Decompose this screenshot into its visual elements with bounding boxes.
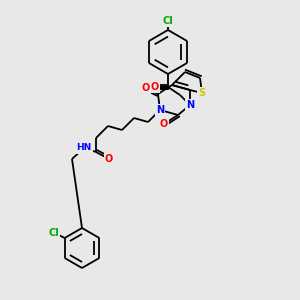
Text: O: O [151, 82, 159, 92]
Text: Cl: Cl [48, 228, 59, 238]
Text: N: N [186, 100, 194, 110]
Text: Cl: Cl [163, 16, 173, 26]
Text: S: S [198, 88, 206, 98]
Text: O: O [160, 119, 168, 129]
Text: O: O [105, 154, 113, 164]
Text: N: N [156, 105, 164, 115]
Text: HN: HN [76, 143, 92, 152]
Text: O: O [142, 83, 150, 93]
